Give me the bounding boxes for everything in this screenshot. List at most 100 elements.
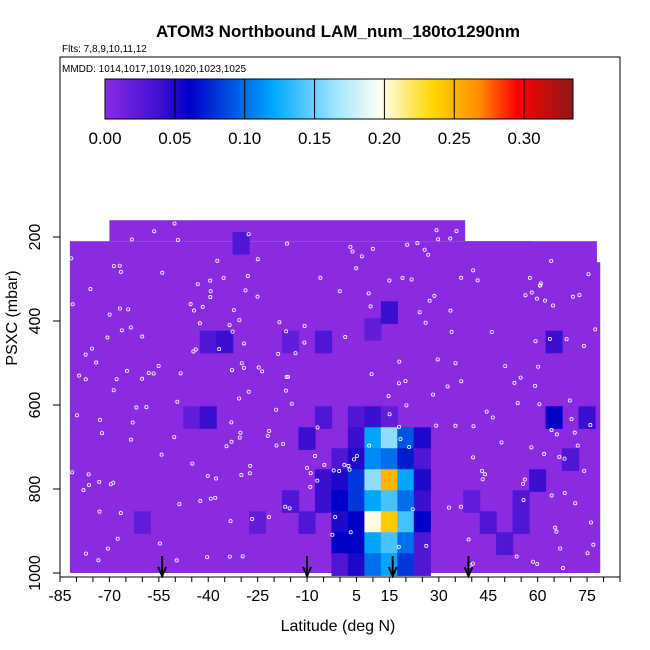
sample-point — [484, 409, 489, 414]
sample-point — [387, 412, 392, 417]
heatmap-cell — [314, 490, 333, 513]
sample-point — [239, 473, 244, 478]
sample-point — [403, 379, 408, 384]
x-tick-label: -85 — [48, 588, 71, 605]
sample-point — [177, 502, 182, 507]
sample-point — [490, 415, 495, 420]
sample-point — [542, 298, 547, 303]
sample-point — [368, 304, 373, 309]
sample-point — [70, 470, 75, 475]
sample-point — [315, 478, 320, 483]
heatmap-cell — [413, 532, 431, 555]
sample-point — [582, 468, 587, 473]
sample-point — [89, 346, 94, 351]
sample-point — [195, 282, 200, 287]
heatmap-cell — [380, 448, 398, 471]
sample-point — [337, 469, 342, 474]
sample-point — [569, 417, 574, 422]
sample-point — [188, 302, 193, 307]
sample-point — [538, 281, 543, 286]
colorbar-tick-label: 0.00 — [88, 129, 121, 148]
heatmap-cell — [183, 406, 201, 429]
sample-point — [346, 463, 351, 468]
heatmap-cell — [380, 427, 398, 450]
heatmap-cell — [347, 532, 366, 555]
sample-point — [140, 334, 145, 339]
sample-point — [535, 296, 540, 301]
heatmap-cell — [364, 469, 382, 492]
sample-point — [230, 329, 235, 334]
sample-point — [499, 440, 504, 445]
colorbar-ticks: 0.00 0.05 0.10 0.15 0.20 0.25 0.30 — [88, 79, 541, 148]
sample-point — [118, 306, 123, 311]
sample-point — [557, 454, 562, 459]
sample-point — [404, 403, 409, 408]
sample-point — [107, 312, 112, 317]
sample-point — [531, 559, 536, 564]
sample-point — [99, 431, 104, 436]
heatmap-cell — [380, 469, 398, 492]
sample-point — [276, 351, 281, 356]
sample-point — [267, 428, 272, 433]
heatmap-cell — [512, 490, 530, 513]
sample-point — [480, 469, 485, 474]
heatmap-cell — [199, 406, 217, 429]
heatmap-cell — [331, 490, 349, 513]
sample-point — [69, 256, 74, 261]
heatmap-cell — [331, 553, 349, 576]
heatmap-cell — [314, 330, 333, 354]
sample-point — [554, 432, 559, 437]
heatmap-cell — [282, 490, 300, 513]
heatmap-cell — [364, 511, 382, 534]
sample-point — [190, 461, 195, 466]
sample-point — [423, 320, 428, 325]
sample-point — [284, 329, 289, 334]
sample-point — [553, 525, 558, 530]
sample-point — [128, 325, 133, 330]
sample-point — [471, 424, 476, 429]
sample-point — [581, 343, 586, 348]
heatmap-cell — [364, 406, 382, 429]
heatmap-cell — [413, 469, 431, 492]
sample-point — [315, 425, 320, 430]
sample-point — [343, 335, 348, 340]
sample-point — [289, 401, 294, 406]
sample-point — [449, 329, 454, 334]
sample-point — [593, 327, 598, 332]
heatmap-cell — [199, 330, 217, 354]
sample-point — [554, 529, 559, 534]
sample-point — [588, 423, 593, 428]
sample-point — [237, 435, 242, 440]
sample-point — [255, 294, 260, 299]
sample-point — [208, 278, 213, 283]
sample-point — [529, 290, 534, 295]
sample-point — [535, 562, 540, 567]
sample-point — [435, 357, 440, 362]
flight-arrows — [157, 556, 474, 579]
sample-point — [537, 402, 542, 407]
sample-point — [367, 443, 372, 448]
sample-point — [146, 371, 151, 376]
heatmap-cell — [397, 532, 415, 555]
heatmap-cell — [413, 448, 431, 471]
sample-point — [514, 554, 519, 559]
sample-point — [255, 257, 260, 262]
sample-point — [458, 504, 463, 509]
sample-point — [533, 339, 538, 344]
heatmap-cell — [347, 427, 366, 450]
sample-point — [191, 349, 196, 354]
heatmap-cell — [380, 490, 398, 513]
sample-point — [354, 266, 359, 271]
heatmap-cells — [133, 231, 596, 576]
sample-point — [175, 238, 180, 243]
sample-point — [564, 337, 569, 342]
sample-point — [192, 308, 197, 313]
heatmap-cell — [347, 406, 366, 429]
sample-point — [533, 383, 538, 388]
sample-point — [318, 275, 323, 280]
sample-point — [521, 481, 526, 486]
sample-point — [221, 275, 226, 280]
heatmap-cell — [545, 406, 563, 429]
sample-point — [119, 328, 124, 333]
sample-point — [466, 537, 471, 542]
